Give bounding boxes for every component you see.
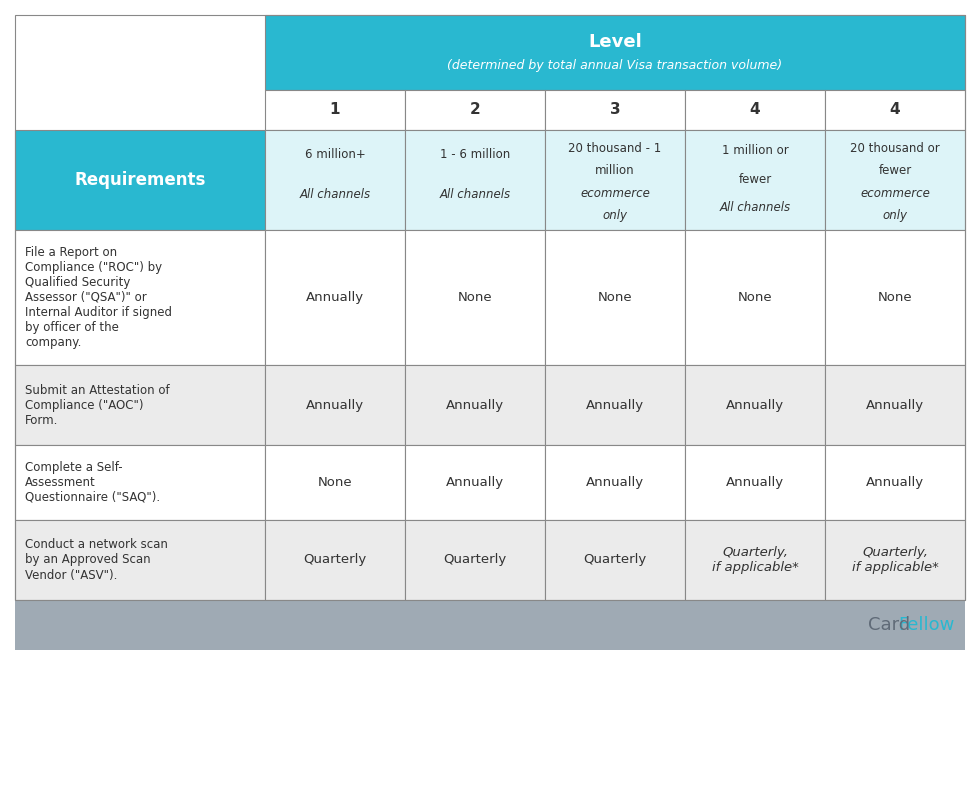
- Bar: [265, 90, 405, 130]
- Bar: [545, 90, 685, 130]
- Bar: [15, 15, 964, 600]
- Text: Annually: Annually: [586, 399, 644, 411]
- Text: Fellow: Fellow: [898, 616, 954, 634]
- Bar: [824, 130, 964, 230]
- Bar: [15, 230, 265, 365]
- Text: 20 thousand - 1: 20 thousand - 1: [568, 142, 661, 155]
- Bar: [405, 130, 545, 230]
- Bar: [265, 15, 964, 90]
- Bar: [15, 600, 964, 650]
- Bar: [265, 520, 405, 600]
- Text: Annually: Annually: [305, 399, 364, 411]
- Bar: [824, 520, 964, 600]
- Text: 3: 3: [609, 103, 620, 118]
- Text: Quarterly,
if applicable*: Quarterly, if applicable*: [711, 546, 798, 574]
- Bar: [405, 520, 545, 600]
- Bar: [685, 90, 824, 130]
- Bar: [824, 445, 964, 520]
- Text: fewer: fewer: [737, 172, 771, 186]
- Text: 1 million or: 1 million or: [721, 144, 787, 157]
- Bar: [405, 90, 545, 130]
- Text: 4: 4: [749, 103, 760, 118]
- Bar: [265, 365, 405, 445]
- Bar: [405, 445, 545, 520]
- Bar: [15, 130, 265, 230]
- Text: Level: Level: [588, 33, 642, 51]
- Text: Conduct a network scan
by an Approved Scan
Vendor ("ASV").: Conduct a network scan by an Approved Sc…: [25, 539, 167, 581]
- Text: All channels: All channels: [439, 187, 511, 200]
- Bar: [685, 365, 824, 445]
- Bar: [15, 520, 265, 600]
- Bar: [545, 130, 685, 230]
- Bar: [545, 520, 685, 600]
- Text: 1: 1: [330, 103, 340, 118]
- Bar: [685, 445, 824, 520]
- Text: Annually: Annually: [305, 291, 364, 304]
- Text: Annually: Annually: [446, 476, 504, 489]
- Text: 1 - 6 million: 1 - 6 million: [439, 147, 510, 161]
- Text: Quarterly: Quarterly: [443, 554, 506, 566]
- Text: Card: Card: [867, 616, 910, 634]
- Text: fewer: fewer: [877, 165, 911, 177]
- Bar: [824, 230, 964, 365]
- Bar: [265, 130, 405, 230]
- Text: Annually: Annually: [866, 399, 923, 411]
- Bar: [824, 365, 964, 445]
- Bar: [545, 445, 685, 520]
- Text: Complete a Self-
Assessment
Questionnaire ("SAQ").: Complete a Self- Assessment Questionnair…: [25, 461, 160, 504]
- Text: 2: 2: [469, 103, 480, 118]
- Text: Quarterly: Quarterly: [583, 554, 645, 566]
- Bar: [685, 520, 824, 600]
- Text: None: None: [598, 291, 632, 304]
- Text: Submit an Attestation of
Compliance ("AOC")
Form.: Submit an Attestation of Compliance ("AO…: [25, 384, 169, 426]
- Text: (determined by total annual Visa transaction volume): (determined by total annual Visa transac…: [447, 59, 781, 73]
- Bar: [405, 365, 545, 445]
- Bar: [15, 365, 265, 445]
- Bar: [685, 230, 824, 365]
- Bar: [405, 230, 545, 365]
- Text: Quarterly: Quarterly: [303, 554, 366, 566]
- Text: All channels: All channels: [299, 187, 371, 200]
- Text: Annually: Annually: [866, 476, 923, 489]
- Bar: [545, 230, 685, 365]
- Text: Quarterly,
if applicable*: Quarterly, if applicable*: [851, 546, 938, 574]
- Text: ecommerce: ecommerce: [580, 187, 649, 199]
- Text: None: None: [458, 291, 492, 304]
- Text: only: only: [881, 209, 907, 221]
- Bar: [685, 130, 824, 230]
- Text: Annually: Annually: [726, 399, 783, 411]
- Text: None: None: [737, 291, 772, 304]
- Text: All channels: All channels: [719, 201, 790, 214]
- Text: 20 thousand or: 20 thousand or: [849, 142, 939, 155]
- Bar: [265, 230, 405, 365]
- Text: million: million: [595, 165, 634, 177]
- Text: Annually: Annually: [446, 399, 504, 411]
- Text: 4: 4: [889, 103, 900, 118]
- Text: 6 million+: 6 million+: [304, 147, 365, 161]
- Text: only: only: [601, 209, 627, 221]
- Bar: [15, 445, 265, 520]
- Text: File a Report on
Compliance ("ROC") by
Qualified Security
Assessor ("QSA")" or
I: File a Report on Compliance ("ROC") by Q…: [25, 246, 172, 349]
- Bar: [265, 445, 405, 520]
- Bar: [824, 90, 964, 130]
- Bar: [545, 365, 685, 445]
- Text: ecommerce: ecommerce: [860, 187, 929, 199]
- Text: None: None: [877, 291, 911, 304]
- Text: Requirements: Requirements: [74, 171, 205, 189]
- Text: None: None: [318, 476, 352, 489]
- Text: Annually: Annually: [726, 476, 783, 489]
- Text: Annually: Annually: [586, 476, 644, 489]
